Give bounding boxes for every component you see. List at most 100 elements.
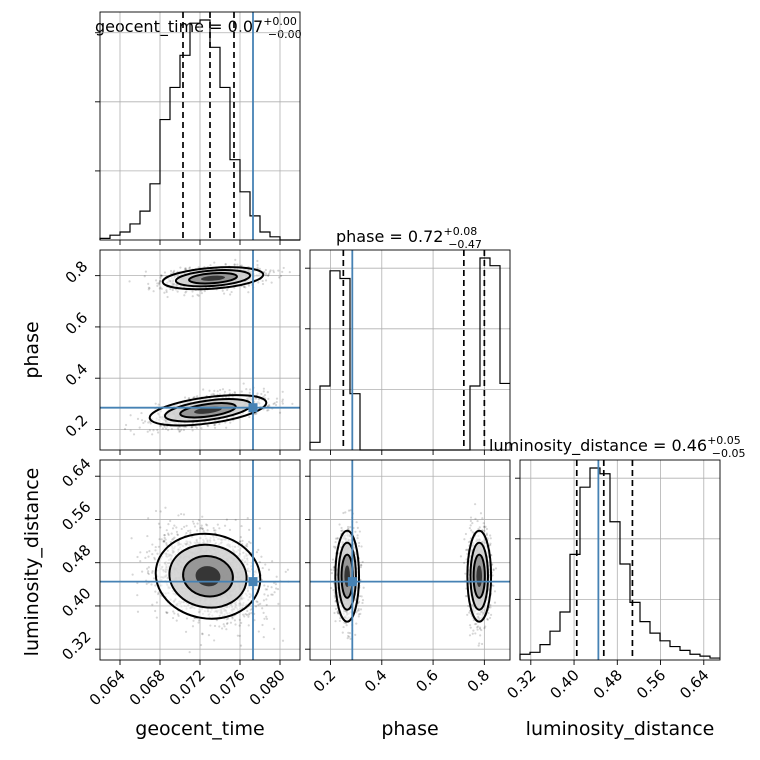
sample-point xyxy=(152,429,155,432)
sample-point xyxy=(157,593,160,596)
sample-point xyxy=(249,608,252,611)
sample-point xyxy=(185,524,188,527)
sample-point xyxy=(229,621,233,624)
sample-point xyxy=(156,284,159,288)
x-tick-label: 0.072 xyxy=(166,666,209,709)
sample-point xyxy=(224,421,227,424)
title-luminosity-distance-value: 0.46 xyxy=(671,436,707,455)
sample-point xyxy=(146,567,149,570)
sample-point xyxy=(184,266,187,270)
sample-point xyxy=(228,528,232,531)
sample-point xyxy=(240,264,243,267)
sample-point xyxy=(147,288,150,291)
sample-point xyxy=(193,395,196,399)
sample-point xyxy=(256,392,259,395)
sample-point xyxy=(142,421,145,425)
sample-point xyxy=(144,556,147,559)
sample-point xyxy=(173,536,176,539)
sample-point xyxy=(172,271,175,274)
sample-point xyxy=(355,521,358,524)
sample-point xyxy=(170,427,173,431)
sample-point xyxy=(147,572,150,576)
sample-point xyxy=(163,540,166,543)
sample-point xyxy=(193,525,197,528)
sample-point xyxy=(260,578,264,582)
sample-point xyxy=(266,404,269,408)
sample-point xyxy=(132,433,136,436)
sample-point xyxy=(248,391,251,394)
contour-line xyxy=(161,266,265,291)
sample-point xyxy=(162,539,165,542)
sample-point xyxy=(156,552,159,555)
y-tick-label: 0.32 xyxy=(58,627,94,663)
sample-point xyxy=(264,563,267,566)
sample-point xyxy=(233,263,236,266)
sample-point xyxy=(207,633,211,637)
contour-line xyxy=(179,402,237,419)
sample-point xyxy=(173,269,176,272)
sample-point xyxy=(264,268,267,272)
sample-point xyxy=(201,515,204,518)
sample-point xyxy=(151,569,154,573)
sample-point xyxy=(223,625,226,628)
title-phase-name: phase xyxy=(336,227,384,246)
sample-point xyxy=(196,529,199,532)
sample-point xyxy=(261,623,264,627)
sample-point xyxy=(187,529,190,533)
sample-point xyxy=(147,570,150,573)
sample-point xyxy=(191,520,195,523)
sample-point xyxy=(281,270,284,273)
sample-point xyxy=(146,430,149,433)
sample-point xyxy=(261,282,265,286)
sample-point xyxy=(286,568,289,571)
sample-point xyxy=(169,519,172,523)
sample-point xyxy=(187,397,190,400)
sample-point xyxy=(159,279,162,283)
sample-point xyxy=(191,290,194,293)
sample-point xyxy=(268,404,271,407)
y-tick-label: 0.64 xyxy=(58,455,94,491)
sample-point xyxy=(182,428,186,432)
sample-point xyxy=(261,279,264,283)
sample-point xyxy=(183,525,186,528)
sample-point xyxy=(147,517,150,520)
sample-point xyxy=(241,539,244,542)
sample-point xyxy=(184,630,188,633)
sample-point xyxy=(188,267,191,270)
sample-point xyxy=(266,585,270,588)
sample-point xyxy=(254,605,258,608)
sample-point xyxy=(164,506,167,509)
sample-point xyxy=(162,540,165,543)
sample-point xyxy=(154,590,157,593)
sample-point xyxy=(190,426,193,429)
sample-point xyxy=(275,587,278,590)
ylabel-luminosity-distance: luminosity_distance xyxy=(21,468,43,657)
sample-point xyxy=(238,540,241,543)
sample-point xyxy=(201,527,204,531)
sample-point xyxy=(192,522,195,525)
phase-hist-frame xyxy=(309,249,511,451)
sample-point xyxy=(163,536,166,539)
sample-point xyxy=(189,529,192,532)
sample-point xyxy=(160,287,163,290)
sample-point xyxy=(267,274,270,277)
sample-point xyxy=(151,433,154,436)
sample-point xyxy=(159,425,162,428)
sample-point xyxy=(148,287,151,290)
sample-point xyxy=(160,538,163,541)
sample-point xyxy=(147,286,151,289)
sample-point xyxy=(291,402,294,405)
sample-point xyxy=(240,524,243,528)
sample-point xyxy=(266,594,270,597)
sample-point xyxy=(336,537,339,540)
sample-point xyxy=(206,424,209,427)
y-tick-label: 0.48 xyxy=(58,541,94,577)
sample-point xyxy=(136,555,139,559)
contour-line xyxy=(188,271,238,285)
sample-point xyxy=(179,266,182,269)
sample-point xyxy=(124,423,128,427)
p10-frame xyxy=(99,249,301,451)
sample-point xyxy=(362,586,365,589)
sample-point xyxy=(257,548,260,551)
sample-point xyxy=(257,281,260,284)
